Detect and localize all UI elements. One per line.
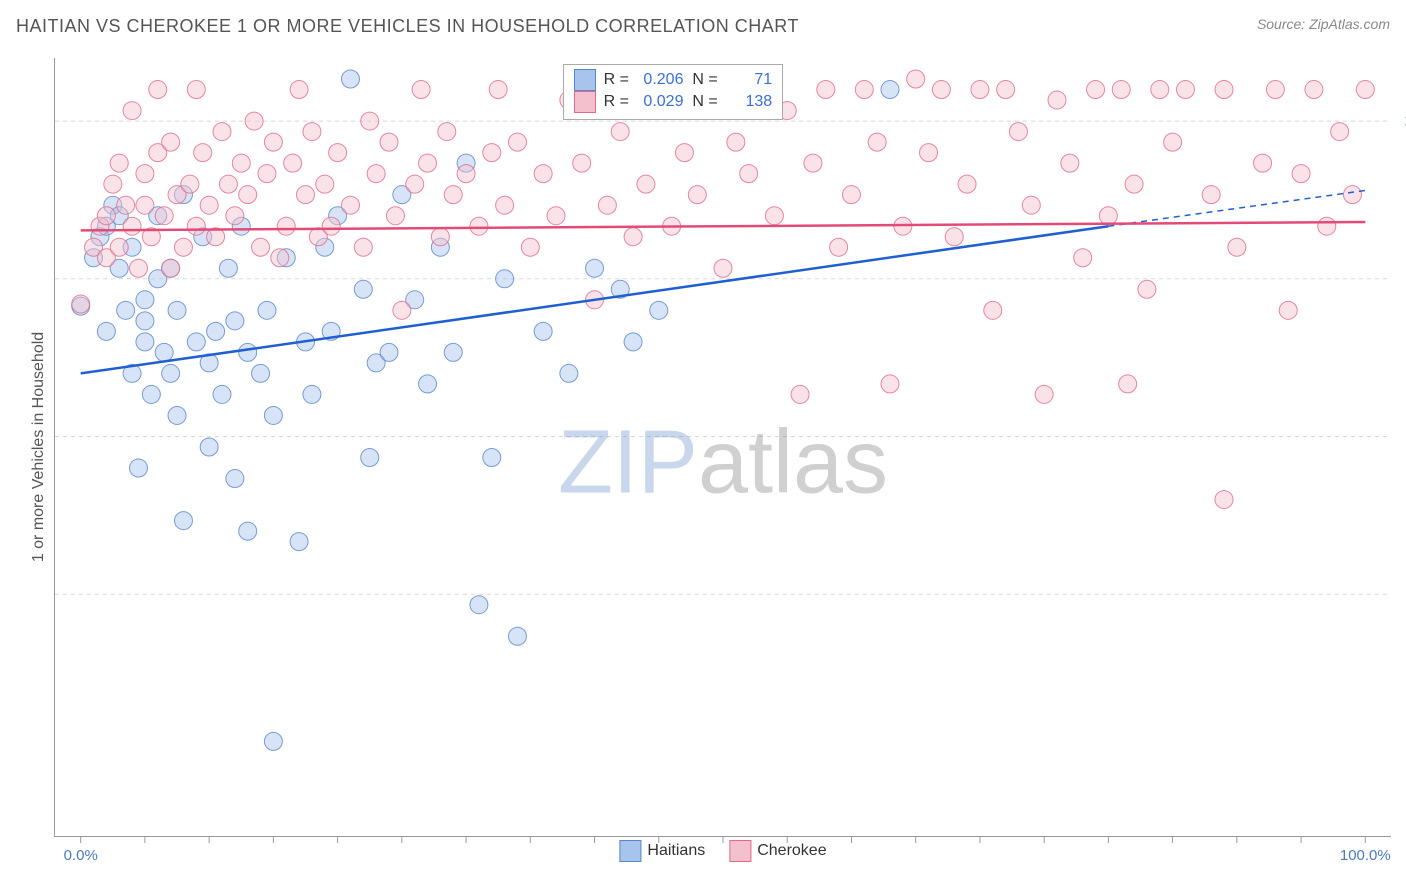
x-tick-label: 100.0% xyxy=(1340,847,1391,864)
source-label: Source: ZipAtlas.com xyxy=(1257,16,1390,32)
x-tick-label: 0.0% xyxy=(64,847,98,864)
legend-swatch xyxy=(729,840,751,862)
plot-area: ZIPatlas 1 or more Vehicles in Household… xyxy=(54,58,1391,837)
stats-legend: R = 0.206 N = 71R = 0.029 N = 138 xyxy=(563,64,783,120)
legend-swatch xyxy=(574,91,596,113)
bottom-legend: Haitians Cherokee xyxy=(619,840,826,862)
legend-label: Cherokee xyxy=(757,842,826,860)
y-axis-label: 1 or more Vehicles in Household xyxy=(30,332,48,562)
stats-row: R = 0.029 N = 138 xyxy=(574,91,772,113)
stats-row: R = 0.206 N = 71 xyxy=(574,69,772,91)
legend-swatch xyxy=(619,840,641,862)
plot-svg xyxy=(55,58,1391,836)
legend-item: Cherokee xyxy=(729,840,826,862)
legend-label: Haitians xyxy=(647,842,705,860)
legend-item: Haitians xyxy=(619,840,705,862)
chart-title: HAITIAN VS CHEROKEE 1 OR MORE VEHICLES I… xyxy=(16,16,799,36)
legend-swatch xyxy=(574,69,596,91)
